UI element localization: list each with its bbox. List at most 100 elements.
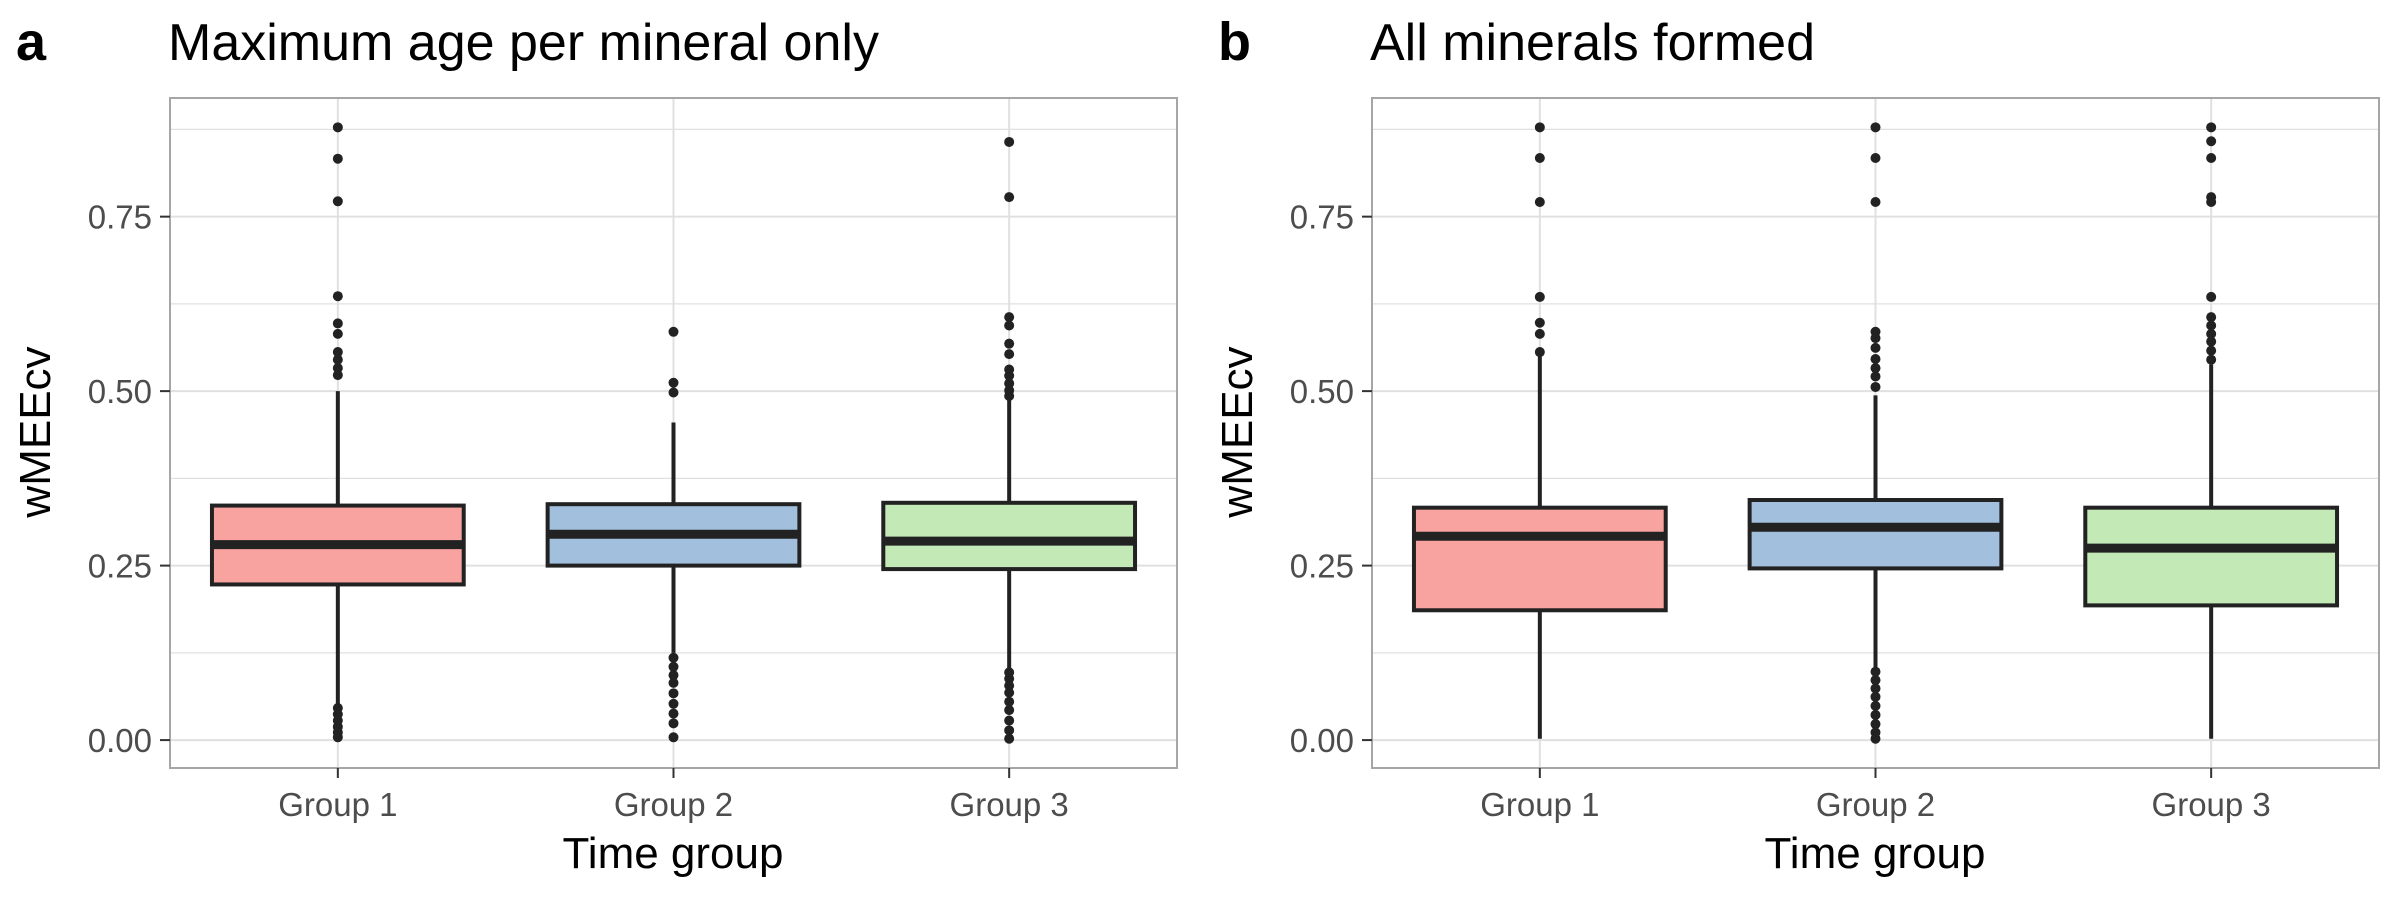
outlier-point [2206,153,2217,164]
outlier-point [1534,328,1545,339]
x-tick-label: Group 1 [1480,786,1599,823]
panel-a-boxes [209,122,1138,744]
outlier-point [1870,122,1881,133]
outlier-point [1870,381,1881,392]
outlier-point [332,354,343,365]
outlier-point [2206,312,2217,323]
panel-b-x-axis: Group 1 Group 2 Group 3 [1480,768,2271,823]
box-2 [1747,122,2004,744]
panel-b-tag: b [1218,12,1251,72]
outlier-point [1534,291,1545,302]
outlier-point [1004,715,1015,726]
outlier-point [2206,136,2217,147]
outlier-point [1004,338,1015,349]
box-iqr [881,500,1138,572]
panel-b-x-axis-title: Time group [1765,829,1986,878]
outlier-point [1870,333,1881,344]
box-3 [881,136,1138,744]
panel-b: b All minerals formed 0.00 0.25 0.50 0.75 G… [1213,12,2380,878]
outlier-point [1870,700,1881,711]
outlier-point [668,688,679,699]
panel-b-boxes [1411,122,2340,744]
outlier-point [2206,291,2217,302]
panel-a-x-axis-title: Time group [563,829,784,878]
outlier-point [2206,354,2217,365]
y-tick-label: 0.75 [1290,199,1354,236]
panel-a-y-axis-title: wMEEcv [11,346,60,518]
outlier-point [1004,696,1015,707]
outlier-point [1870,363,1881,374]
panel-a-tag: a [16,12,47,72]
outlier-point [1004,680,1015,691]
outlier-point [332,732,343,743]
panel-a-y-axis: 0.00 0.25 0.50 0.75 [88,199,170,759]
outlier-point [668,652,679,663]
outlier-point [668,677,679,688]
panel-b-y-axis-title: wMEEcv [1213,346,1262,518]
x-tick-label: Group 2 [1816,786,1935,823]
outlier-point [1004,370,1015,381]
x-tick-label: Group 1 [278,786,397,823]
outlier-point [1870,675,1881,686]
outlier-point [1534,317,1545,328]
outlier-point [668,326,679,337]
outlier-point [1004,192,1015,203]
outlier-point [332,196,343,207]
outlier-point [1534,122,1545,133]
outlier-point [1870,719,1881,730]
outlier-point [1870,666,1881,677]
box-3 [2083,122,2340,739]
outlier-point [1870,342,1881,353]
panel-a: a Maximum age per mineral only 0.000.250… [11,12,1178,878]
outlier-point [1870,153,1881,164]
outlier-point [332,318,343,329]
box-iqr [2083,505,2340,608]
outlier-point [1004,687,1015,698]
box-2 [545,326,802,743]
outlier-point [1004,349,1015,360]
outlier-point [332,328,343,339]
outlier-point [1004,673,1015,684]
y-tick-label: 0.75 [88,199,152,236]
outlier-point [668,698,679,709]
x-tick-label: Group 3 [2152,786,2271,823]
outlier-point [1004,725,1015,736]
x-tick-label: Group 3 [950,786,1069,823]
outlier-point [1004,312,1015,323]
outlier-point [1004,320,1015,331]
y-tick-label: 0.00 [1290,722,1354,759]
outlier-point [1870,683,1881,694]
panel-a-title: Maximum age per mineral only [168,14,879,72]
panel-b-title: All minerals formed [1370,14,1815,72]
outlier-point [668,661,679,672]
outlier-point [1870,733,1881,744]
outlier-point [668,377,679,388]
outlier-point [332,370,343,381]
outlier-point [1870,709,1881,720]
outlier-point [1870,196,1881,207]
outlier-point [1534,153,1545,164]
outlier-point [1534,196,1545,207]
y-tick-label: 0.00 [88,722,152,759]
y-tick-label: 0.25 [1290,548,1354,585]
outlier-point [332,291,343,302]
outlier-point [2206,345,2217,356]
outlier-point [332,363,343,374]
outlier-point [2206,336,2217,347]
outlier-point [668,387,679,398]
outlier-point [332,153,343,164]
panel-b-y-axis: 0.00 0.25 0.50 0.75 [1290,199,1372,759]
outlier-point [1870,691,1881,702]
outlier-point [668,732,679,743]
y-tick-label: 0.50 [88,373,152,410]
outlier-point [1004,705,1015,716]
box-1 [209,122,466,743]
box-1 [1411,122,1668,739]
outlier-point [2206,328,2217,339]
outlier-point [2206,320,2217,331]
outlier-point [1004,136,1015,147]
outlier-point [1004,378,1015,389]
outlier-point [1004,391,1015,402]
outlier-point [332,347,343,358]
outlier-point [668,670,679,681]
